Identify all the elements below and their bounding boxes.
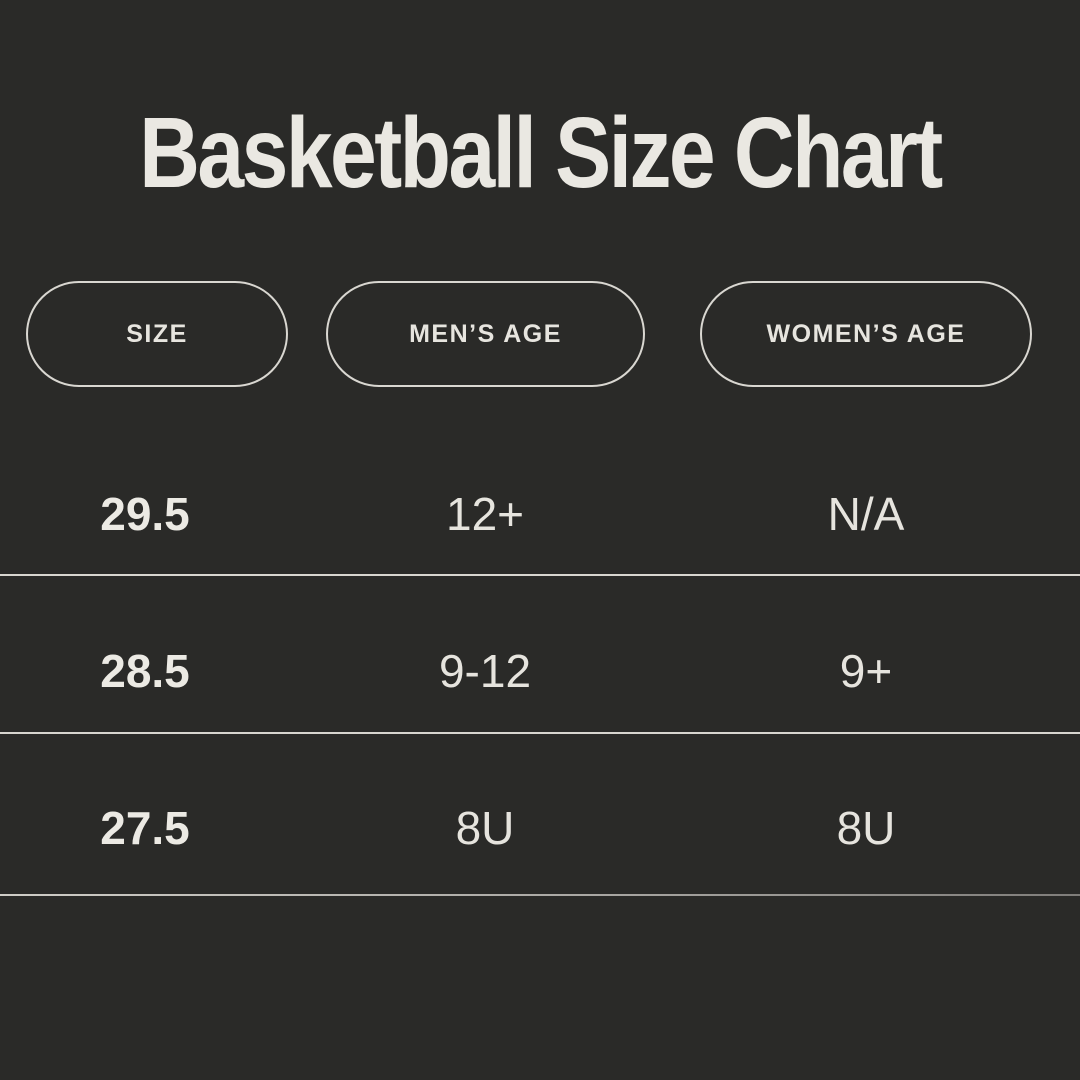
column-header-pill-womens-age: WOMEN’S AGE <box>700 281 1032 387</box>
womens-age-value: N/A <box>827 488 905 540</box>
row-divider <box>0 894 1080 896</box>
size-value: 29.5 <box>100 488 190 540</box>
size-value: 28.5 <box>100 645 190 697</box>
row-divider <box>0 574 1080 576</box>
table-row: 27.5 8U 8U <box>0 796 1080 860</box>
womens-age-value: 8U <box>836 802 896 854</box>
womens-age-value: 9+ <box>839 645 893 697</box>
column-header-label-size: SIZE <box>126 319 188 348</box>
table-row: 29.5 12+ N/A <box>0 482 1080 546</box>
table-row: 28.5 9-12 9+ <box>0 639 1080 703</box>
size-value: 27.5 <box>100 802 190 854</box>
page-title: Basketball Size Chart <box>139 96 943 209</box>
column-header-label-mens-age: MEN’S AGE <box>409 319 562 348</box>
column-header-pill-size: SIZE <box>26 281 288 387</box>
mens-age-value: 12+ <box>445 488 525 540</box>
column-header-pill-mens-age: MEN’S AGE <box>326 281 645 387</box>
column-header-label-womens-age: WOMEN’S AGE <box>766 319 966 348</box>
mens-age-value: 9-12 <box>438 645 532 697</box>
row-divider <box>0 732 1080 734</box>
mens-age-value: 8U <box>455 802 515 854</box>
